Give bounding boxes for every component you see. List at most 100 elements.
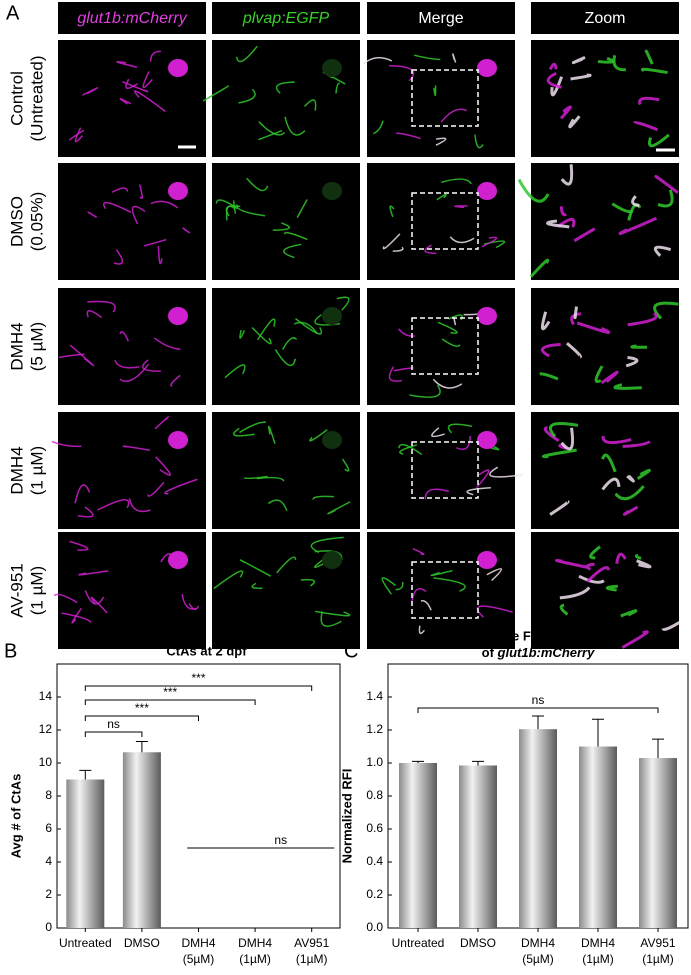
x-tick-label: (5µM) <box>522 952 554 966</box>
vessel <box>638 96 660 106</box>
x-tick-label: DMSO <box>460 936 496 950</box>
vessel <box>284 116 306 136</box>
vessel <box>589 545 601 560</box>
vessel <box>113 249 124 265</box>
eye <box>322 307 342 325</box>
micrograph <box>367 532 515 649</box>
vessel <box>600 370 619 385</box>
title-part: glut1b:mCherry <box>497 645 596 660</box>
header-box <box>367 2 515 34</box>
vessel <box>256 318 276 341</box>
vessel <box>433 85 437 97</box>
vessel <box>202 85 230 102</box>
row-label: AV-951 <box>7 563 26 618</box>
vessel <box>90 596 108 614</box>
vessel <box>393 367 414 372</box>
vessel <box>170 374 181 387</box>
row-label: (1 µM) <box>27 566 46 615</box>
vessel <box>133 90 166 113</box>
vessel <box>466 487 491 496</box>
vessel <box>601 453 617 473</box>
eye <box>322 59 342 77</box>
vessel <box>641 67 668 75</box>
vessel <box>540 311 551 331</box>
eye <box>168 182 188 200</box>
vessel <box>622 440 651 448</box>
micrograph <box>367 412 515 529</box>
bar <box>519 729 557 928</box>
y-tick-label: 12 <box>39 722 53 736</box>
micrograph <box>58 532 206 649</box>
vessel <box>235 45 258 63</box>
vessel <box>615 552 627 565</box>
vessel <box>424 488 450 500</box>
column-header: plvap:EGFP <box>242 10 330 27</box>
comparison-bracket <box>417 707 659 713</box>
x-tick-label: AV951 <box>294 936 329 950</box>
x-tick-label: (1µM) <box>642 952 674 966</box>
vessel <box>432 378 463 389</box>
vessel <box>418 625 425 635</box>
vessel <box>657 189 674 208</box>
vessel <box>274 349 297 367</box>
vessel <box>559 206 567 217</box>
x-tick-label: (1µM) <box>239 952 271 966</box>
vessel <box>634 553 642 560</box>
vessel <box>149 50 161 62</box>
comparison-bracket <box>84 699 256 705</box>
chart-title: Relative Fluorescence <box>469 628 606 643</box>
vessel <box>430 569 453 577</box>
micrograph <box>58 163 206 280</box>
x-tick-label: Untreated <box>392 936 445 950</box>
column-header: glut1b:mCherry <box>77 10 187 27</box>
row-label: (1 µM) <box>27 446 46 495</box>
eye <box>477 431 497 449</box>
vessel <box>157 245 163 265</box>
vessel <box>557 217 576 228</box>
vessel <box>395 581 404 591</box>
vessel <box>621 630 649 649</box>
vessel <box>441 178 472 185</box>
vessel <box>232 200 237 214</box>
vessel <box>239 559 272 577</box>
vessel <box>548 422 579 438</box>
vessel <box>560 427 575 451</box>
vessel <box>310 536 344 554</box>
vessel <box>87 211 97 218</box>
vessel <box>389 205 395 218</box>
x-tick-label: (5µM) <box>183 952 215 966</box>
y-tick-label: 2 <box>45 887 52 901</box>
vessel <box>399 444 418 455</box>
column-header: Zoom <box>585 10 626 27</box>
vessel <box>481 236 498 248</box>
y-tick-label: 0.8 <box>366 788 383 802</box>
vessel <box>486 568 503 581</box>
vessel <box>397 328 415 337</box>
vessel <box>449 236 475 244</box>
vessel <box>243 475 268 480</box>
vessel <box>272 222 290 231</box>
vessel <box>283 231 308 241</box>
vessel <box>363 56 393 65</box>
vessel <box>476 469 490 489</box>
vessel <box>281 337 298 350</box>
micrograph <box>58 412 206 529</box>
vessel <box>586 566 610 583</box>
micrograph <box>367 288 515 405</box>
vessel <box>424 244 437 255</box>
vessel <box>103 202 132 213</box>
y-tick-label: 1.4 <box>366 689 383 703</box>
row-label: Control <box>7 71 26 126</box>
y-axis-label: Avg # of CtAs <box>8 774 23 859</box>
vessel <box>128 498 151 513</box>
vessel <box>238 88 256 104</box>
vessel <box>119 331 130 342</box>
vessel <box>153 337 181 350</box>
vessel <box>622 505 639 516</box>
vessel <box>541 448 577 459</box>
micrograph <box>531 532 679 649</box>
y-tick-label: 8 <box>45 788 52 802</box>
micrograph <box>367 163 515 280</box>
vessel <box>213 570 244 590</box>
vessel <box>142 71 153 89</box>
